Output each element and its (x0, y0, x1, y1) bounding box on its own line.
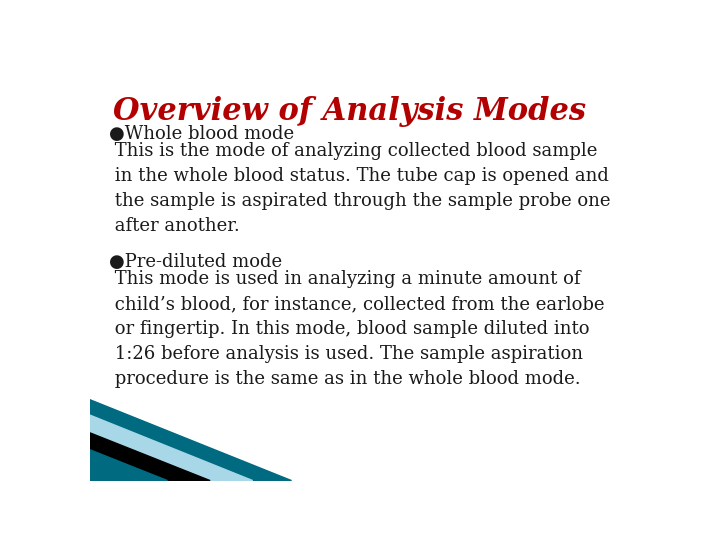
Polygon shape (90, 400, 292, 481)
Text: This mode is used in analyzing a minute amount of
 child’s blood, for instance, : This mode is used in analyzing a minute … (109, 271, 605, 388)
Polygon shape (90, 433, 210, 481)
Text: Overview of Analysis Modes: Overview of Analysis Modes (113, 96, 586, 126)
Polygon shape (90, 415, 253, 481)
Text: This is the mode of analyzing collected blood sample
 in the whole blood status.: This is the mode of analyzing collected … (109, 142, 611, 235)
Text: ●Pre-diluted mode: ●Pre-diluted mode (109, 253, 282, 272)
Polygon shape (90, 450, 168, 481)
Text: ●Whole blood mode: ●Whole blood mode (109, 125, 294, 143)
